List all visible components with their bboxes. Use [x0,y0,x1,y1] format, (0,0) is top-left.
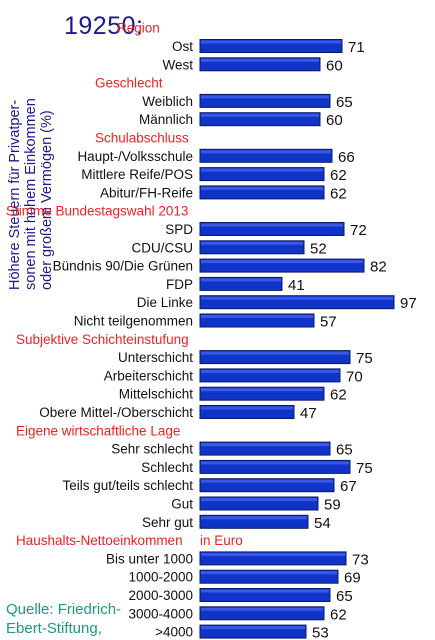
group-label: Eigene wirtschaftliche Lage [16,423,180,438]
source-note: Quelle: Friedrich- Ebert-Stiftung, [6,600,121,638]
bar-highlight [201,186,323,190]
bar-highlight [201,479,333,483]
bar-highlight [201,113,319,117]
category-label: Mittelschicht [119,387,194,402]
bar-highlight [201,589,329,593]
bar-highlight [201,461,349,465]
group-label: Stimme Bundestagswahl 2013 [6,204,188,219]
group-label-suffix: in Euro [200,533,243,548]
category-label: West [162,57,193,72]
data-label: 41 [288,277,305,294]
data-label: 67 [340,478,357,495]
category-label: Weiblich [142,94,193,109]
data-label: 62 [330,387,347,404]
data-label: 60 [326,112,343,129]
category-label: Arbeiterschicht [104,368,194,383]
category-label: Gut [171,497,193,512]
data-label: 73 [352,551,369,568]
bar-highlight [201,278,281,282]
title-line-2: sonen mit hohem Einkommen [23,98,39,290]
data-label: 69 [344,570,361,587]
data-label: 47 [300,405,317,422]
category-label: 2000-3000 [128,588,193,603]
group-label: Haushalts-Nettoeinkommen [16,533,183,548]
category-label: Die Linke [137,295,193,310]
bar-highlight [201,168,323,172]
bar-highlight [201,58,319,62]
bar-highlight [201,406,293,410]
category-label: Unterschicht [118,350,193,365]
data-label: 62 [330,606,347,623]
data-label: 70 [346,368,363,385]
data-label: 62 [330,167,347,184]
source-line-1: Quelle: Friedrich- [6,601,122,618]
bar-highlight [201,40,341,44]
bar-highlight [201,626,305,630]
bar-highlight [201,607,323,611]
bar-highlight [201,351,349,355]
data-label: 60 [326,57,343,74]
bar-highlight [201,260,363,264]
category-label: Schlecht [141,460,193,475]
data-label: 59 [324,497,341,514]
bar-highlight [201,95,329,99]
category-label: Ost [172,39,193,54]
bar-highlight [201,552,345,556]
bar-highlight [201,388,323,392]
data-label: 75 [356,460,373,477]
data-label: 71 [348,39,365,56]
data-label: 82 [370,259,387,276]
category-label: Nicht teilgenommen [74,314,193,329]
bar-highlight [201,223,343,227]
category-label: SPD [165,222,193,237]
data-label: 66 [338,149,355,166]
category-label: >4000 [155,625,193,640]
data-label: 65 [336,442,353,459]
bar-highlight [201,498,317,501]
category-label: Teils gut/teils schlecht [62,478,193,493]
title-line-3: oder großem Vermögen (%) [39,110,54,290]
category-label: Obere Mittel-/Oberschicht [39,405,193,420]
title-line-1: Höhere Steuern für Privatper- [7,100,23,290]
bar-highlight [201,516,307,520]
bar-highlight [201,443,329,447]
data-label: 54 [314,515,331,532]
category-label: 1000-2000 [128,570,193,585]
chart-vertical-title: Höhere Steuern für Privatper- sonen mit … [6,4,55,292]
category-label: CDU/CSU [131,240,193,255]
group-label: Subjektive Schichteinstufung [16,332,189,347]
bar-highlight [201,571,337,575]
data-label: 97 [400,295,417,312]
category-label: Männlich [139,112,193,127]
category-label: Bündnis 90/Die Grünen [53,259,193,274]
data-label: 65 [336,588,353,605]
data-label: 52 [310,240,327,257]
category-label: FDP [166,277,193,292]
data-label: 62 [330,185,347,202]
group-label: Geschlecht [95,76,163,91]
bar-highlight [201,241,303,245]
data-label: 53 [312,625,329,640]
category-label: Bis unter 1000 [106,551,193,566]
category-label: Haupt-/Volksschule [77,149,193,164]
data-label: 72 [350,222,367,239]
bar-highlight [201,315,313,318]
group-label: Schulabschluss [95,131,189,146]
category-label: Abitur/FH-Reife [100,185,193,200]
category-label: Mittlere Reife/POS [81,167,193,182]
data-label: 75 [356,350,373,367]
data-label: 65 [336,94,353,111]
category-label: Sehr schlecht [111,442,193,457]
header-number: 19250: [64,12,144,40]
data-label: 57 [320,314,337,331]
bar-highlight [201,296,393,300]
source-line-2: Ebert-Stiftung, [6,620,102,637]
bar-highlight [201,369,339,373]
category-label: Sehr gut [142,515,193,530]
bar-highlight [201,150,331,154]
category-label: 3000-4000 [128,606,193,621]
group-label: Region [117,21,160,36]
